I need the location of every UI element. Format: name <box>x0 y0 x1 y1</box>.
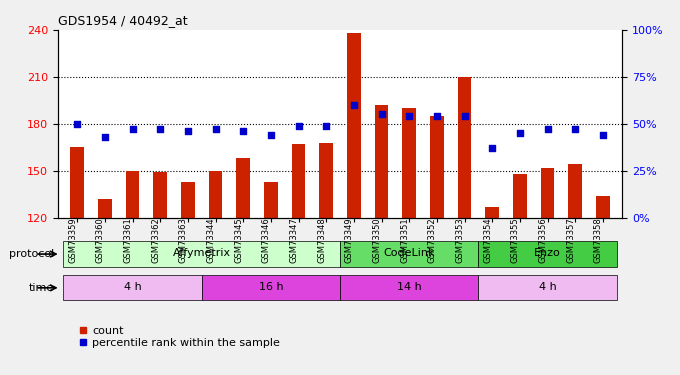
Bar <box>292 144 305 218</box>
Bar <box>98 199 112 217</box>
Text: Affymetrix: Affymetrix <box>173 249 231 258</box>
Bar <box>596 196 610 217</box>
Bar <box>486 207 499 218</box>
Text: time: time <box>29 283 54 293</box>
Text: GSM73359: GSM73359 <box>68 217 77 263</box>
Bar <box>264 182 277 218</box>
Bar <box>430 116 444 218</box>
Bar <box>478 242 617 267</box>
Bar <box>181 182 194 218</box>
Bar <box>340 242 478 267</box>
Bar <box>403 108 416 218</box>
Text: CodeLink: CodeLink <box>384 249 435 258</box>
Bar <box>340 275 478 300</box>
Text: GSM73351: GSM73351 <box>400 217 409 263</box>
Bar <box>375 105 388 218</box>
Text: 4 h: 4 h <box>124 282 141 292</box>
Legend: count, percentile rank within the sample: count, percentile rank within the sample <box>75 322 285 353</box>
Point <box>514 130 525 136</box>
Bar <box>236 158 250 218</box>
Bar <box>63 275 202 300</box>
Text: GSM73349: GSM73349 <box>345 217 354 263</box>
Bar <box>70 147 84 218</box>
Text: GSM73355: GSM73355 <box>511 217 520 263</box>
Text: GSM73353: GSM73353 <box>456 217 464 263</box>
Point <box>542 126 553 132</box>
Bar <box>153 172 167 217</box>
Point <box>99 134 110 140</box>
Point <box>293 123 304 129</box>
Bar <box>568 164 582 218</box>
Text: 14 h: 14 h <box>397 282 422 292</box>
Text: Enzo: Enzo <box>534 249 561 258</box>
Text: GSM73362: GSM73362 <box>151 217 160 263</box>
Point <box>321 123 332 129</box>
Text: GSM73360: GSM73360 <box>96 217 105 263</box>
Text: GSM73347: GSM73347 <box>290 217 299 263</box>
Point <box>182 128 193 134</box>
Text: GSM73354: GSM73354 <box>483 217 492 263</box>
Point <box>238 128 249 134</box>
Bar <box>347 33 361 218</box>
Text: GSM73358: GSM73358 <box>594 217 603 263</box>
Text: GSM73345: GSM73345 <box>234 217 243 263</box>
Bar <box>209 171 222 217</box>
Point <box>210 126 221 132</box>
Point <box>265 132 276 138</box>
Text: GSM73346: GSM73346 <box>262 217 271 263</box>
Text: GSM73348: GSM73348 <box>317 217 326 263</box>
Bar <box>478 275 617 300</box>
Bar <box>319 142 333 218</box>
Text: GSM73361: GSM73361 <box>124 217 133 263</box>
Bar <box>63 242 340 267</box>
Point <box>570 126 581 132</box>
Point <box>376 111 387 117</box>
Point <box>431 113 442 119</box>
Bar <box>126 171 139 217</box>
Text: GSM73357: GSM73357 <box>566 217 575 263</box>
Text: GSM73350: GSM73350 <box>373 217 381 263</box>
Point <box>459 113 470 119</box>
Text: protocol: protocol <box>9 249 54 259</box>
Text: GSM73344: GSM73344 <box>207 217 216 263</box>
Text: GSM73356: GSM73356 <box>539 217 547 263</box>
Text: 16 h: 16 h <box>258 282 283 292</box>
Bar <box>458 77 471 218</box>
Point <box>71 121 82 127</box>
Text: 4 h: 4 h <box>539 282 556 292</box>
Text: GSM73363: GSM73363 <box>179 217 188 263</box>
Bar <box>513 174 527 217</box>
Text: GSM73352: GSM73352 <box>428 217 437 263</box>
Bar <box>541 168 554 217</box>
Point <box>487 145 498 151</box>
Point <box>127 126 138 132</box>
Point <box>404 113 415 119</box>
Point <box>348 102 359 108</box>
Point <box>598 132 609 138</box>
Bar <box>202 275 340 300</box>
Text: GDS1954 / 40492_at: GDS1954 / 40492_at <box>58 15 188 27</box>
Point <box>155 126 166 132</box>
